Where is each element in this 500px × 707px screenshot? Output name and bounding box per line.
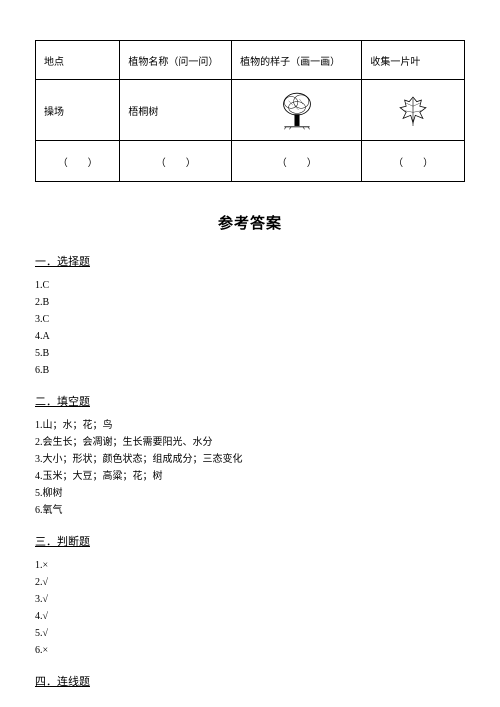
table-row: 操场 梧桐树 [36,80,465,141]
header-plant-name: 植物名称（问一问） [120,41,232,80]
answer-line: 4.√ [35,608,465,625]
blank-cell: （ ） [362,141,465,182]
header-place: 地点 [36,41,120,80]
answer-line: 6.氧气 [35,502,465,519]
answer-line: 3.C [35,311,465,328]
blank-cell: （ ） [232,141,362,182]
answer-line: 2.会生长；会凋谢；生长需要阳光、水分 [35,434,465,451]
answer-line: 4.A [35,328,465,345]
answer-line: 5.B [35,345,465,362]
leaf-icon [394,91,432,129]
answer-line: 3.大小；形状；颜色状态；组成成分；三态变化 [35,451,465,468]
answer-line: 2.B [35,294,465,311]
answer-line: 4.玉米；大豆；高粱；花；树 [35,468,465,485]
answer-sections: 一．选择题 1.C2.B3.C4.A5.B6.B 二．填空题 1.山；水；花；鸟2.会… [35,253,465,689]
cell-tree-drawing [232,80,362,141]
answer-line: 5.√ [35,625,465,642]
section-heading: 二．填空题 [35,393,465,409]
section-heading: 一．选择题 [35,253,465,269]
tree-icon [276,89,318,131]
answer-line: 1.× [35,557,465,574]
cell-leaf-drawing [362,80,465,141]
answer-line: 5.柳树 [35,485,465,502]
section-heading: 三．判断题 [35,533,465,549]
answer-line: 3.√ [35,591,465,608]
blank-cell: （ ） [120,141,232,182]
cell-plant-name: 梧桐树 [120,80,232,141]
answer-line: 6.B [35,362,465,379]
blank-cell: （ ） [36,141,120,182]
answer-key-title: 参考答案 [35,212,465,233]
answer-line: 2.√ [35,574,465,591]
cell-place: 操场 [36,80,120,141]
observation-table: 地点 植物名称（问一问） 植物的样子（画一画） 收集一片叶 操场 梧桐树 [35,40,465,182]
answer-line: 1.山；水；花；鸟 [35,417,465,434]
header-plant-appearance: 植物的样子（画一画） [232,41,362,80]
header-collect-leaf: 收集一片叶 [362,41,465,80]
table-row: （ ） （ ） （ ） （ ） [36,141,465,182]
table-header-row: 地点 植物名称（问一问） 植物的样子（画一画） 收集一片叶 [36,41,465,80]
section-heading: 四．连线题 [35,673,465,689]
answer-line: 6.× [35,642,465,659]
answer-line: 1.C [35,277,465,294]
